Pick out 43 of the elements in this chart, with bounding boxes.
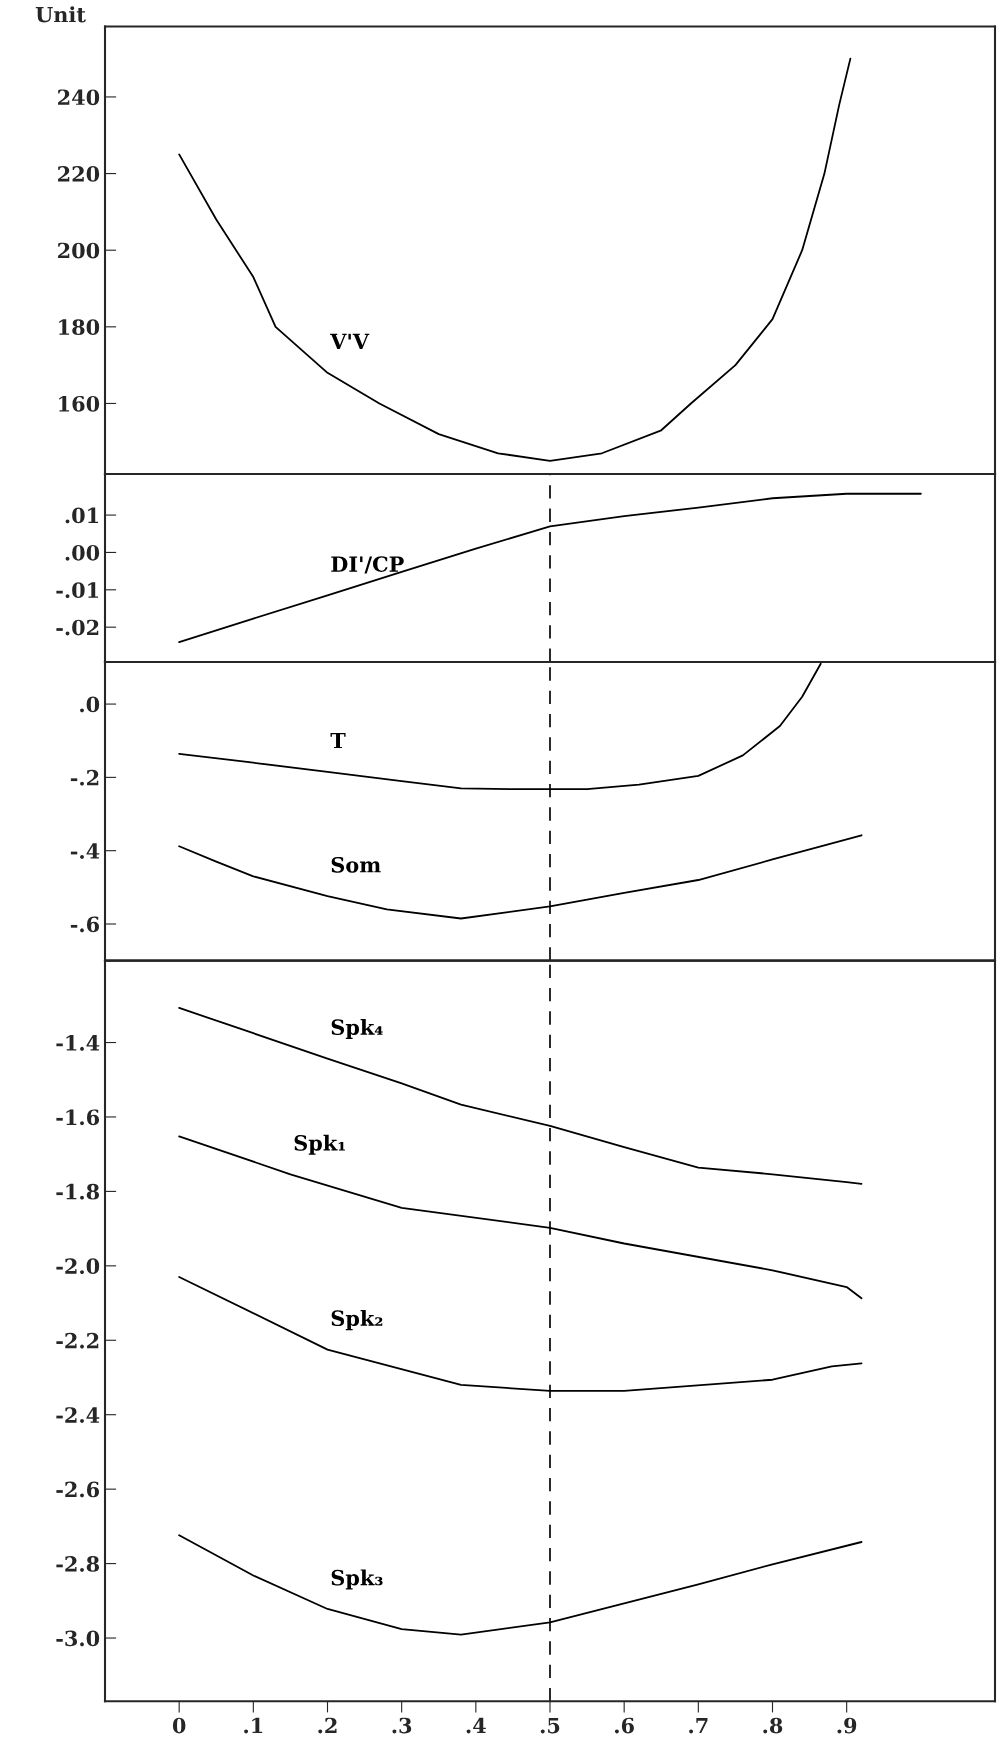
y-tick-label: 200 (58, 242, 100, 259)
y-tick-label: -1.8 (56, 1183, 100, 1200)
y-tick-label: 180 (59, 319, 100, 336)
y-tick-label: -.2 (70, 769, 99, 786)
y-tick-label: -3.0 (56, 1630, 100, 1647)
x-tick-label: .2 (318, 1717, 337, 1734)
y-tick-label: -1.4 (56, 1034, 100, 1051)
y-tick-label: -2.0 (56, 1258, 100, 1275)
y-tick-label: .0 (80, 696, 100, 713)
y-tick-label: .00 (65, 544, 100, 561)
y-tick-label: -.6 (70, 916, 100, 933)
series-label: DI'/CP (331, 556, 404, 574)
series-label: Spk₃ (331, 1569, 383, 1590)
y-tick-label: -2.2 (56, 1332, 99, 1349)
y-tick-label: -2.8 (56, 1556, 100, 1572)
series-label: Som (331, 856, 381, 873)
x-tick-label: 0 (172, 1717, 186, 1734)
series-label: T (330, 732, 346, 749)
x-tick-label: .9 (837, 1717, 857, 1734)
y-axis-title: Unit (35, 6, 86, 23)
x-tick-label: .1 (244, 1717, 263, 1734)
x-tick-label: .3 (392, 1717, 412, 1734)
line-series (178, 492, 922, 644)
y-tick-label: 220 (58, 166, 100, 182)
y-tick-label: -.4 (70, 843, 100, 859)
y-tick-label: -2.4 (56, 1407, 100, 1423)
x-tick-label: .7 (689, 1717, 708, 1734)
y-tick-label: 240 (58, 89, 100, 106)
x-tick-label: .5 (540, 1717, 560, 1734)
y-tick-label: -1.6 (56, 1109, 100, 1126)
line-series (178, 57, 852, 462)
y-tick-label: -2.6 (56, 1481, 100, 1498)
y-tick-label: .01 (65, 507, 99, 524)
series-label: Spk₁ (294, 1134, 345, 1155)
series-label: V'V (330, 333, 370, 350)
x-tick-label: .6 (614, 1717, 634, 1734)
y-tick-label: -.02 (56, 619, 99, 636)
y-tick-label: 160 (59, 395, 100, 412)
series-label: Spk₄ (331, 1018, 383, 1040)
x-tick-label: .8 (763, 1717, 783, 1734)
x-tick-label: .4 (466, 1717, 486, 1734)
y-tick-label: -.01 (56, 582, 99, 599)
series-label: Spk₂ (331, 1309, 383, 1331)
